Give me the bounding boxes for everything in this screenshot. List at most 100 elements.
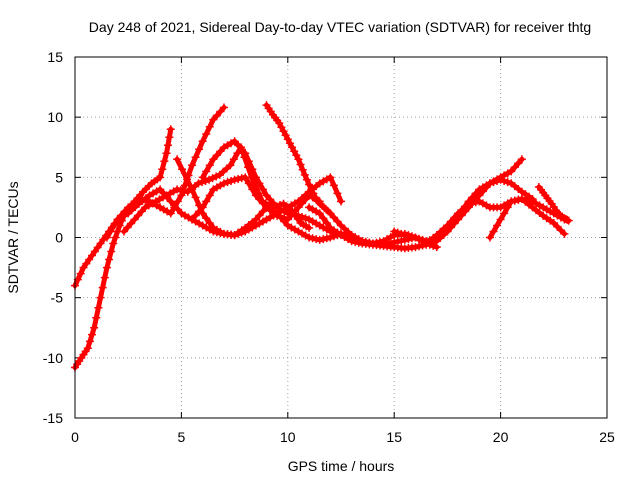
data-point [191, 153, 200, 162]
data-point [326, 209, 335, 218]
data-point [411, 243, 420, 252]
data-point [283, 209, 292, 218]
data-point [216, 229, 225, 238]
data-point [312, 235, 321, 244]
data-point [255, 211, 264, 220]
data-point [205, 191, 214, 200]
data-point [285, 139, 294, 148]
data-point [202, 167, 211, 176]
data-point [100, 273, 109, 282]
data-point [322, 234, 331, 243]
data-point [489, 227, 498, 236]
x-axis-label: GPS time / hours [288, 458, 395, 474]
data-point [288, 143, 297, 152]
data-point [90, 247, 99, 256]
data-point [418, 235, 427, 244]
data-point [202, 197, 211, 206]
data-point [137, 207, 146, 216]
x-tick-label: 5 [178, 429, 186, 445]
data-point [93, 243, 102, 252]
data-point [478, 187, 487, 196]
data-point [234, 174, 243, 183]
data-point [102, 263, 111, 272]
data-point [188, 185, 197, 194]
data-point [560, 229, 569, 238]
data-point [283, 135, 292, 144]
data-point [170, 203, 179, 212]
data-point [300, 170, 309, 179]
data-point [415, 242, 424, 251]
data-point [507, 167, 516, 176]
data-point [287, 210, 296, 219]
data-point [227, 176, 236, 185]
data-point [92, 313, 101, 322]
data-point [322, 219, 331, 228]
data-point [209, 227, 218, 236]
data-point [96, 293, 105, 302]
data-point [202, 214, 211, 223]
data-point [277, 123, 286, 132]
data-point [229, 155, 238, 164]
data-point [88, 330, 97, 339]
data-point [111, 233, 120, 242]
data-point [209, 115, 218, 124]
data-point [311, 193, 320, 202]
data-point [393, 228, 402, 237]
data-point [294, 155, 303, 164]
data-point [347, 237, 356, 246]
data-point [183, 175, 192, 184]
data-point [415, 234, 424, 243]
data-point [216, 147, 225, 156]
series-trace [200, 138, 355, 238]
y-tick-label: -5 [51, 290, 64, 306]
data-point [163, 141, 172, 150]
data-point [564, 216, 573, 225]
data-point [88, 251, 97, 260]
data-point [296, 160, 305, 169]
data-point [404, 231, 413, 240]
y-tick-label: 15 [47, 49, 63, 65]
data-point [134, 194, 143, 203]
data-point [507, 197, 516, 206]
data-point [290, 211, 299, 220]
data-point [212, 228, 221, 237]
data-point [85, 337, 94, 346]
data-point [337, 197, 345, 206]
data-point [517, 155, 526, 164]
data-point [496, 215, 505, 224]
data-point [553, 222, 562, 231]
data-point [390, 227, 399, 236]
data-point [326, 173, 335, 182]
data-point [485, 233, 494, 242]
data-point [178, 165, 187, 174]
data-point [156, 173, 165, 182]
data-point [471, 198, 480, 207]
data-point [305, 223, 314, 232]
data-point [160, 157, 169, 166]
data-point [176, 186, 185, 195]
data-point [127, 219, 136, 228]
data-point [166, 209, 175, 218]
series-sat-l [485, 194, 569, 242]
data-point [485, 179, 494, 188]
data-point [251, 173, 260, 182]
data-point [266, 195, 275, 204]
data-point [254, 189, 263, 198]
data-point [309, 189, 318, 198]
data-point [510, 196, 519, 205]
data-point [117, 211, 126, 220]
data-point [482, 183, 491, 192]
data-point [166, 197, 175, 206]
data-point [468, 199, 477, 208]
data-point [82, 259, 91, 268]
data-point [354, 238, 363, 247]
data-point [549, 219, 558, 228]
data-point [514, 159, 523, 168]
data-point [262, 191, 271, 200]
data-point [503, 203, 512, 212]
data-point [397, 229, 406, 238]
data-point [244, 179, 253, 188]
data-point [443, 221, 452, 230]
data-point [79, 263, 88, 272]
